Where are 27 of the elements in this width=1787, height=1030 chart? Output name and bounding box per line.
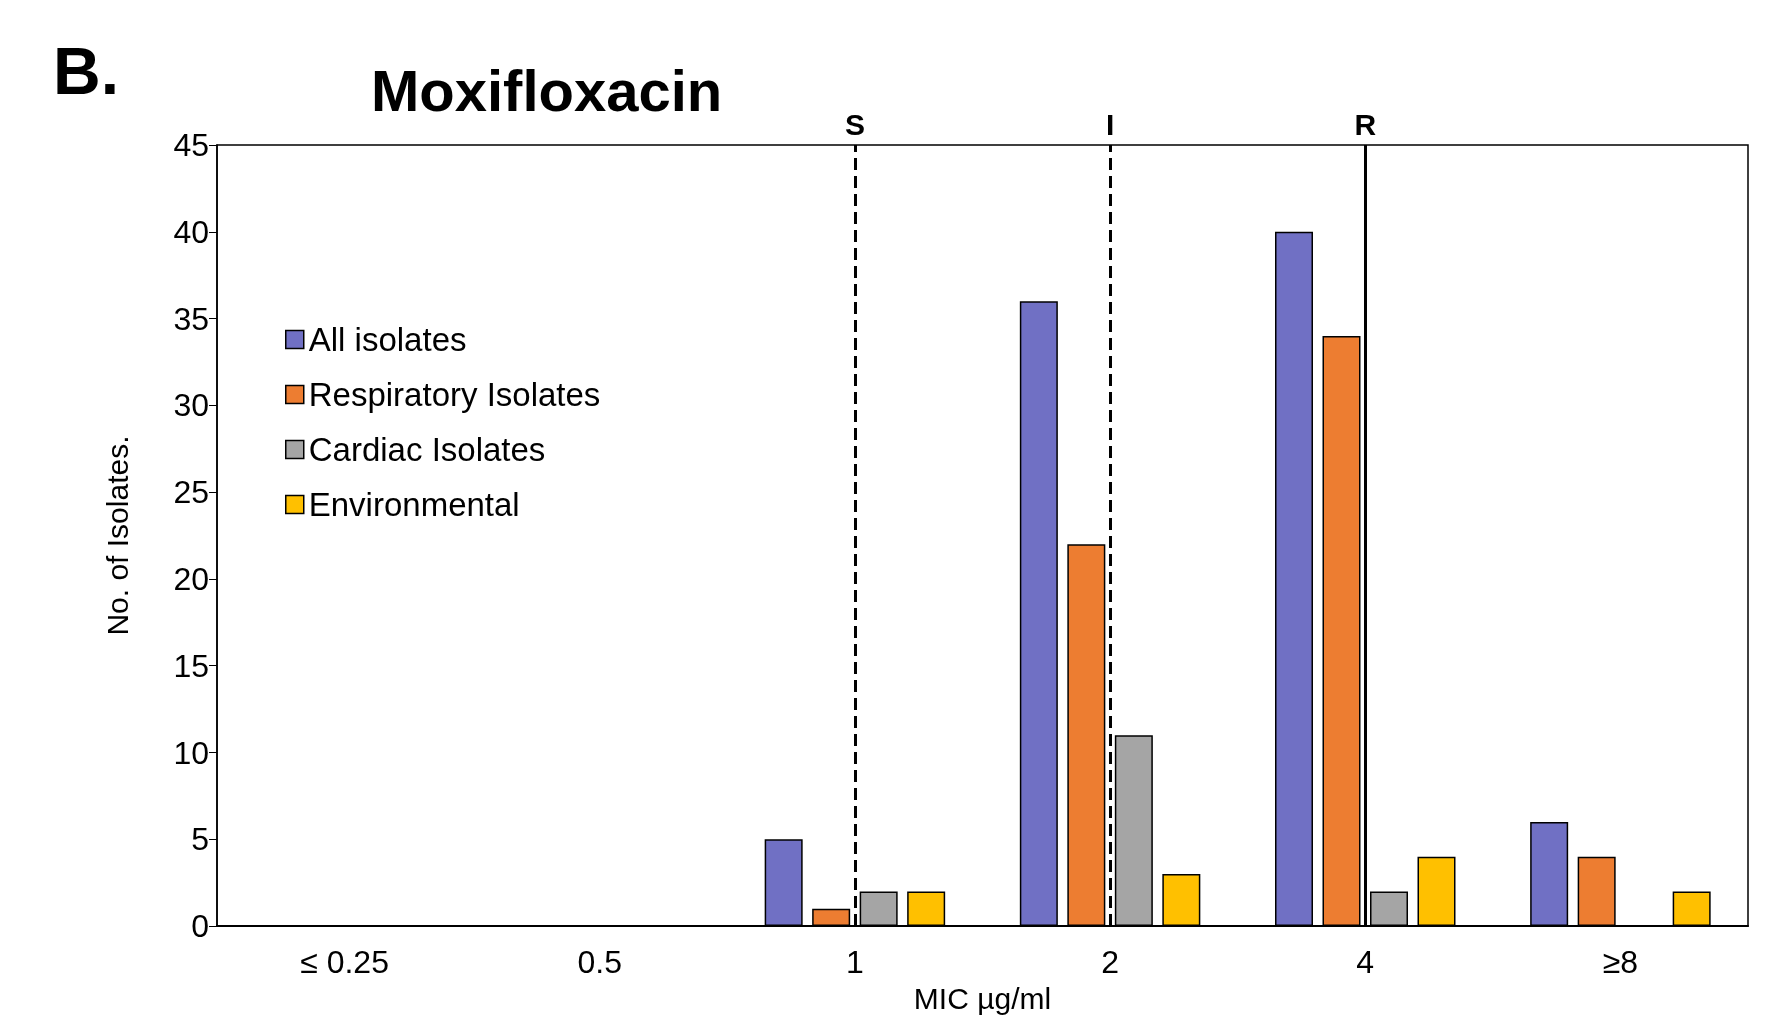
x-tick-label: ≥8 (1602, 944, 1639, 981)
legend-label: Cardiac Isolates (308, 431, 546, 468)
chart-title: Moxifloxacin (371, 57, 723, 123)
y-tick-label: 25 (173, 474, 209, 511)
legend-label: All isolates (308, 321, 467, 358)
legend-label: Environmental (308, 486, 520, 523)
y-tick-label: 20 (173, 560, 209, 597)
y-tick-label: 10 (173, 734, 209, 771)
y-tick-label: 30 (173, 387, 209, 424)
x-axis-title: MIC µg/ml (913, 981, 1052, 1015)
y-tick-label: 40 (173, 213, 209, 250)
ref-line-label: S (844, 107, 865, 141)
legend-label: Respiratory Isolates (308, 376, 601, 413)
x-tick-label: 1 (846, 944, 864, 981)
y-tick-label: 35 (173, 300, 209, 337)
y-tick-label: 5 (191, 821, 209, 858)
x-tick-label: 2 (1101, 944, 1119, 981)
y-axis-title: No. of Isolates. (100, 435, 134, 636)
y-tick-label: 0 (191, 908, 209, 945)
y-tick-label: 15 (173, 647, 209, 684)
ref-line-label: I (1105, 107, 1115, 141)
y-tick-label: 45 (173, 127, 209, 163)
x-tick-label: ≤ 0.25 (300, 944, 389, 981)
text: B. (53, 34, 119, 108)
x-tick-label: 0.5 (577, 944, 622, 981)
ref-line-label: R (1354, 107, 1377, 141)
x-tick-label: 4 (1356, 944, 1375, 981)
